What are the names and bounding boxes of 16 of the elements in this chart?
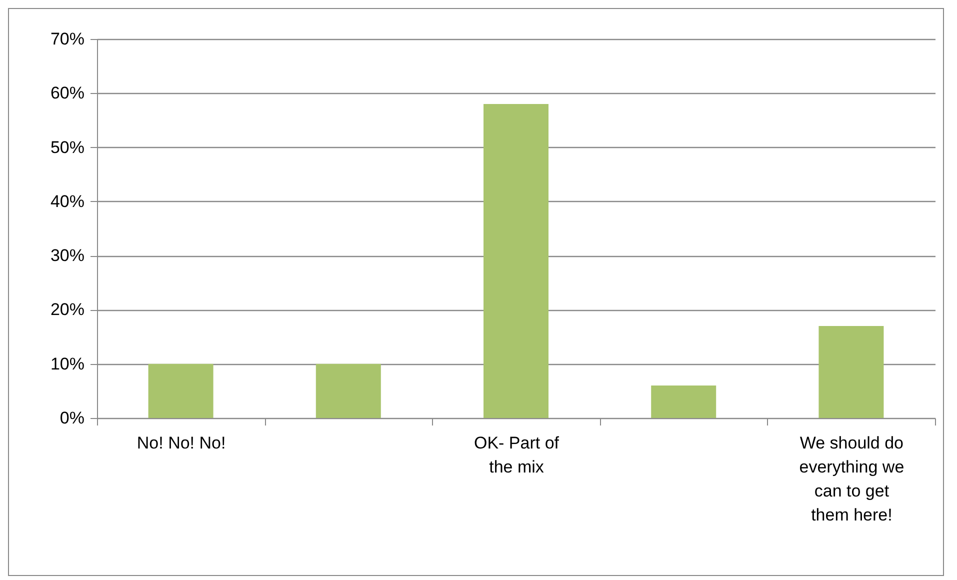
bar (651, 386, 716, 418)
y-tick-label: 70% (50, 30, 84, 48)
y-tick-label: 20% (50, 300, 84, 320)
bar (484, 104, 548, 418)
y-tick-label: 50% (50, 138, 84, 157)
y-tick-label: 60% (50, 84, 84, 103)
x-tick-label: No! No! No! (136, 434, 226, 452)
x-tick-label: We should do everything we can to get them here! (799, 434, 904, 524)
bar (316, 364, 381, 418)
y-tick-label: 30% (50, 246, 84, 266)
bar (148, 364, 214, 418)
x-tick-label: OK- Part of the mix (474, 434, 560, 476)
y-tick-label: 10% (50, 354, 84, 374)
y-tick-label: 0% (60, 408, 84, 428)
bar (818, 326, 884, 418)
y-tick-label: 40% (50, 192, 84, 211)
